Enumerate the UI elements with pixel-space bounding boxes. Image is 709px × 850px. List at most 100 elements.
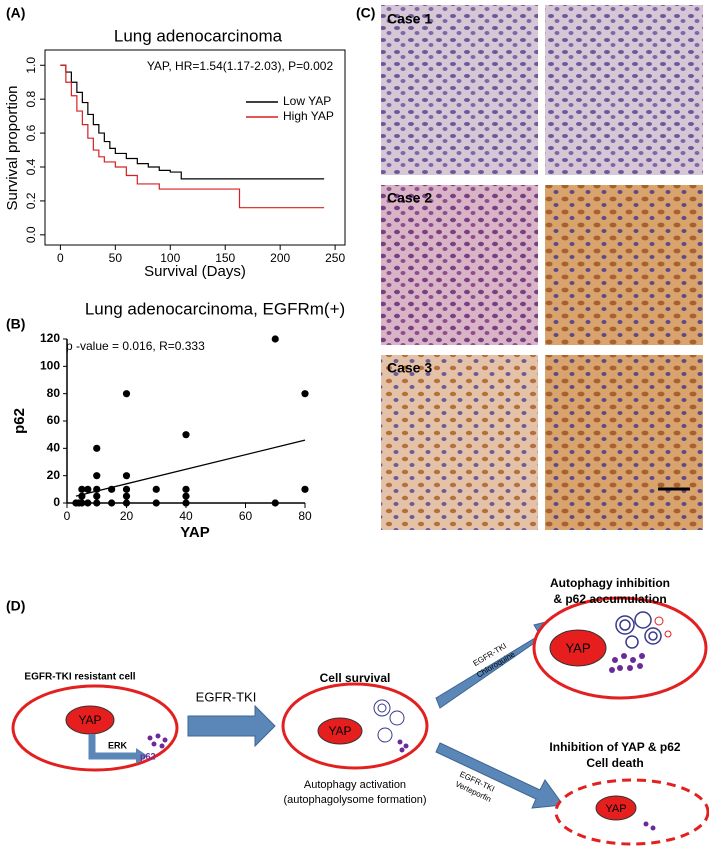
panel-label: (C) <box>356 5 375 21</box>
point <box>122 485 131 493</box>
point <box>122 472 131 480</box>
point <box>271 499 279 507</box>
y-axis-label: p62 <box>11 408 28 434</box>
y-tick-label: 0.6 <box>24 124 38 141</box>
point <box>84 499 92 507</box>
point <box>84 485 92 493</box>
diagram: EGFR-TKI resistant cell YAP ERK p62 EGFR… <box>11 576 709 846</box>
y-tick-label: 100 <box>40 359 60 373</box>
point <box>108 485 116 493</box>
image <box>381 185 538 345</box>
x-tick-label: 60 <box>239 509 253 523</box>
y-tick-label: 40 <box>47 441 61 455</box>
x-tick-label: 250 <box>325 251 345 265</box>
survival-curve <box>60 64 325 180</box>
point <box>78 485 86 493</box>
label: Inhibition of YAP & p62 <box>549 740 680 754</box>
legend-label: High YAP <box>283 109 334 123</box>
case-label: Case 3 <box>387 360 432 376</box>
legend-label: Low YAP <box>283 94 331 108</box>
image <box>545 185 703 345</box>
x-tick-label: 20 <box>120 509 134 523</box>
label: Autophagy activation <box>304 779 406 791</box>
label: EGFR-TKI resistant cell <box>24 672 135 683</box>
image <box>545 355 703 530</box>
x-axis-label: YAP <box>180 524 209 541</box>
label: YAP <box>78 713 101 727</box>
case-label: Case 1 <box>387 11 432 27</box>
x-tick-label: 80 <box>298 509 312 523</box>
point <box>301 390 309 398</box>
x-tick-label: 40 <box>179 509 193 523</box>
point <box>301 485 309 493</box>
x-tick-label: 0 <box>57 251 64 265</box>
case-label: Case 2 <box>387 190 432 206</box>
image <box>381 5 538 175</box>
y-tick-label: 0.8 <box>24 91 38 108</box>
arrow <box>187 704 276 748</box>
nucleus <box>317 717 363 745</box>
arrow <box>88 734 138 760</box>
point <box>93 499 101 507</box>
point <box>122 492 131 500</box>
x-tick-label: 50 <box>109 251 123 265</box>
label: YAP <box>328 724 351 738</box>
x-tick-label: 200 <box>270 251 290 265</box>
point <box>122 390 131 398</box>
point <box>93 472 101 480</box>
label: EGFR-TKI <box>196 689 257 704</box>
point <box>78 499 86 507</box>
annotation: YAP, HR=1.54(1.17-2.03), P=0.002 <box>147 59 334 73</box>
arrow <box>435 742 564 809</box>
point <box>152 499 160 507</box>
histology: Case 1 Case 2 Case 3 <box>381 5 703 530</box>
x-tick-label: 100 <box>160 251 180 265</box>
y-tick-label: 0 <box>53 495 60 509</box>
y-tick-label: 0.4 <box>24 158 38 175</box>
label: ERK <box>108 740 128 750</box>
x-tick-label: 150 <box>215 251 235 265</box>
arrow-head <box>136 748 148 764</box>
label: Autophagy inhibition <box>550 576 670 590</box>
y-tick-label: 0.2 <box>24 192 38 209</box>
label: YAP <box>565 640 590 655</box>
panel-label: (B) <box>6 316 25 332</box>
point <box>271 335 279 343</box>
label: (autophagolysome formation) <box>283 794 426 806</box>
annotation: p -value = 0.016, R=0.333 <box>66 339 205 353</box>
chart-title: Lung adenocarcinoma <box>114 26 283 45</box>
chart-title: Lung adenocarcinoma, EGFRm(+) <box>85 299 345 318</box>
point <box>93 492 101 500</box>
point <box>182 431 190 439</box>
label: Cell survival <box>320 671 391 685</box>
x-tick-label: 0 <box>64 509 71 523</box>
point <box>78 492 86 500</box>
y-tick-label: 20 <box>47 468 61 482</box>
label: YAP <box>605 803 626 815</box>
panel-label: (A) <box>6 5 25 21</box>
point <box>93 485 101 493</box>
y-tick-label: 60 <box>47 413 61 427</box>
y-tick-label: 1.0 <box>24 57 38 74</box>
point <box>182 485 190 493</box>
panel-label: (D) <box>6 598 25 614</box>
point <box>122 499 131 507</box>
survival-curve <box>60 64 325 209</box>
point <box>152 485 160 493</box>
y-tick-label: 80 <box>47 386 61 400</box>
image <box>545 5 703 175</box>
y-tick-label: 0.0 <box>24 226 38 243</box>
nucleus <box>595 795 637 821</box>
point <box>93 444 101 452</box>
label: Cell death <box>586 756 643 770</box>
x-axis-label: Survival (Days) <box>144 263 246 280</box>
nucleus <box>549 629 607 667</box>
label: & p62 accumulation <box>553 592 666 606</box>
y-axis-label: Survival proportion <box>4 85 21 210</box>
point <box>108 499 116 507</box>
image <box>381 355 538 530</box>
plot-frame <box>44 49 346 246</box>
label: p62 <box>140 751 156 761</box>
y-tick-label: 120 <box>40 331 60 345</box>
